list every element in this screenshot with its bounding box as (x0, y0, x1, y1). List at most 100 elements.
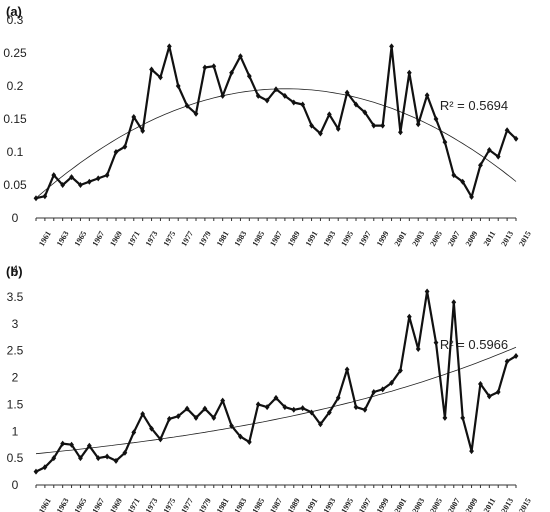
x-tick-label: 1973 (144, 497, 160, 512)
data-point (51, 455, 57, 462)
data-point (202, 64, 208, 71)
data-point (451, 172, 457, 179)
chart-panel-a: (a) R² = 0.5694 0 0.05 0.1 0.15 0.2 0.25 0.3 1… (3, 4, 533, 248)
series-markers-a (33, 43, 519, 202)
x-axis-b (35, 484, 517, 488)
data-point (51, 172, 57, 179)
data-point (362, 406, 368, 413)
data-point (140, 127, 146, 134)
data-point (149, 66, 154, 73)
data-point (131, 114, 137, 121)
x-tick-label: 1969 (108, 497, 124, 512)
data-point (451, 299, 457, 306)
x-tick-label: 1967 (90, 497, 106, 512)
x-tick-label: 1963 (55, 230, 71, 248)
data-point (122, 143, 128, 150)
y-tick-label: 2.5 (7, 344, 24, 358)
data-point (389, 43, 394, 50)
series-line-b (35, 290, 517, 473)
y-tick-label: 0 (12, 211, 19, 225)
data-point (460, 414, 466, 421)
x-tick-label: 1969 (108, 230, 124, 248)
x-tick-label: 2015 (517, 497, 533, 512)
y-tick-labels-a: 0 0.05 0.1 0.15 0.2 0.25 0.3 (3, 13, 27, 225)
x-tick-label: 1965 (73, 497, 89, 512)
x-tick-label: 1967 (90, 230, 106, 248)
y-tick-label: 1 (12, 424, 19, 438)
data-point (42, 464, 48, 471)
data-point (326, 111, 332, 118)
x-tick-label: 2013 (499, 497, 515, 512)
data-point (122, 449, 128, 456)
y-tick-label: 4 (12, 263, 19, 277)
data-point (220, 92, 226, 99)
data-point (158, 436, 163, 443)
data-point (69, 174, 74, 181)
data-point (255, 401, 261, 408)
x-tick-label: 1993 (322, 230, 338, 248)
panel-label-a: (a) (6, 4, 22, 19)
y-tick-label: 0.2 (7, 79, 24, 93)
data-point (166, 43, 172, 50)
data-point (309, 122, 314, 129)
y-tick-label: 3.5 (7, 290, 24, 304)
data-point (300, 101, 306, 108)
data-point (140, 411, 146, 418)
x-tick-label: 1993 (322, 497, 338, 512)
x-tick-label: 2013 (499, 230, 515, 248)
y-tick-label: 0.15 (3, 112, 27, 126)
x-tick-label: 2007 (446, 497, 462, 512)
x-tick-label: 1991 (304, 230, 320, 248)
data-point (433, 339, 439, 346)
y-tick-label: 0 (12, 478, 19, 492)
data-point (504, 127, 510, 134)
data-point (478, 162, 483, 169)
data-point (273, 86, 279, 93)
data-point (353, 101, 359, 108)
data-point (300, 405, 306, 412)
data-point (415, 346, 421, 353)
data-point (442, 414, 448, 421)
x-tick-label: 1983 (233, 497, 249, 512)
r2-label-a: R² = 0.5694 (440, 98, 508, 113)
data-point (513, 135, 519, 142)
x-tick-label: 1991 (304, 497, 320, 512)
data-point (166, 415, 172, 422)
x-tick-label: 1971 (126, 230, 142, 248)
data-point (513, 353, 519, 359)
data-point (131, 429, 137, 436)
x-tick-label: 1987 (268, 497, 284, 512)
data-point (229, 69, 234, 76)
data-point (495, 153, 501, 160)
data-point (193, 414, 199, 421)
data-point (469, 448, 474, 455)
data-point (371, 122, 377, 129)
data-point (478, 380, 483, 387)
x-tick-label: 1979 (197, 497, 213, 512)
data-point (229, 422, 234, 429)
x-tick-label: 1995 (339, 230, 355, 248)
data-point (78, 182, 83, 188)
x-tick-label: 1995 (339, 497, 355, 512)
x-tick-label: 1983 (233, 230, 249, 248)
x-tick-label: 1979 (197, 230, 213, 248)
data-point (211, 414, 217, 421)
data-point (104, 453, 110, 460)
x-tick-label: 1977 (179, 230, 195, 248)
data-point (344, 89, 350, 96)
data-point (318, 421, 323, 428)
data-point (415, 121, 421, 128)
data-point (406, 69, 412, 76)
data-point (60, 182, 66, 188)
data-point (353, 404, 359, 411)
data-point (175, 413, 181, 420)
data-point (362, 109, 368, 116)
x-tick-label: 2005 (428, 230, 444, 248)
data-point (424, 92, 430, 99)
x-tick-label: 1997 (357, 230, 373, 248)
data-point (264, 404, 270, 411)
data-point (220, 397, 226, 404)
y-tick-label: 0.1 (7, 145, 24, 159)
data-point (113, 457, 119, 464)
